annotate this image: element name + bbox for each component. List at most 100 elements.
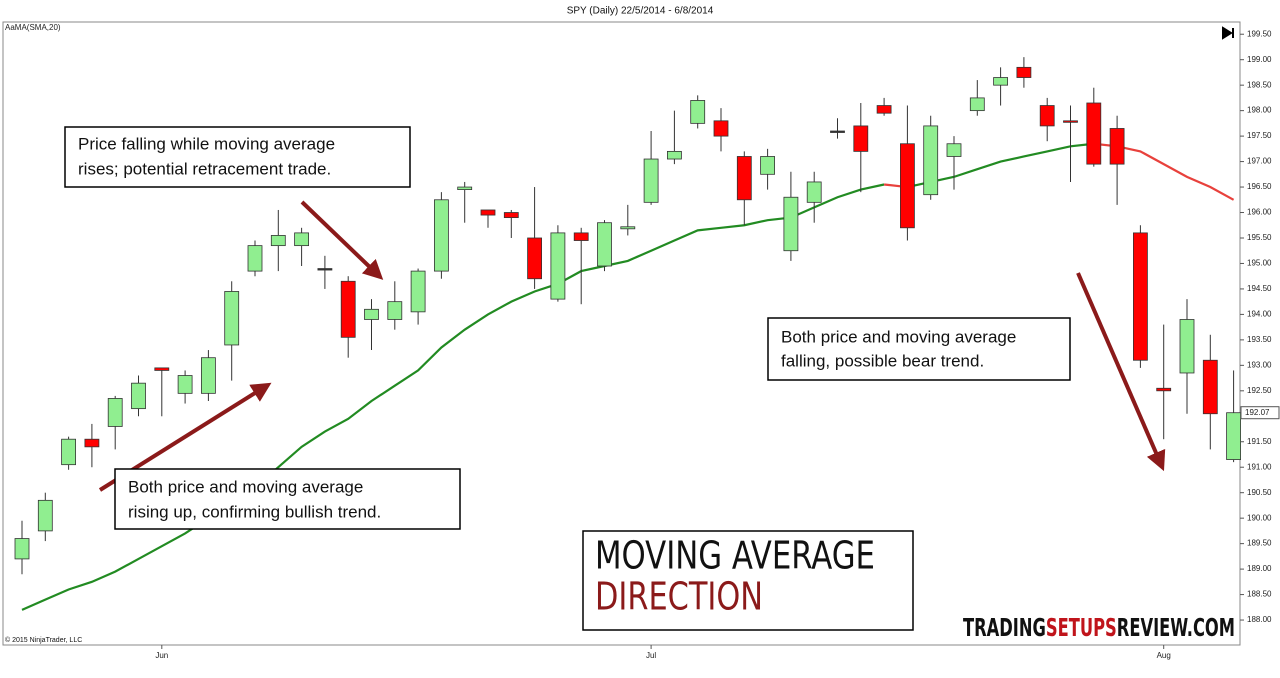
candle-body — [84, 438, 100, 448]
annotation-box — [767, 317, 1071, 381]
candle-body — [410, 270, 426, 313]
candle-body — [760, 156, 775, 175]
candle-body — [1202, 359, 1218, 415]
candle-body — [37, 499, 53, 532]
candle-body — [969, 97, 985, 112]
arrow — [300, 200, 384, 280]
y-tick-label: 198.50 — [1247, 80, 1272, 89]
x-tick-label: Jun — [155, 651, 168, 660]
candle-body — [433, 199, 449, 272]
candle-body — [1156, 387, 1172, 392]
candle-body — [993, 77, 1008, 86]
x-tick-label: Jul — [646, 651, 656, 660]
candle-body — [14, 538, 30, 560]
annotation-text: Both price and moving average — [128, 477, 363, 496]
candle-body — [620, 226, 636, 230]
candle-body — [573, 232, 589, 241]
candle-body — [550, 232, 566, 300]
candle-body — [480, 209, 496, 216]
annotation-text: rises; potential retracement trade. — [78, 159, 331, 178]
logo: TRADINGSETUPSREVIEW.COM — [963, 613, 1235, 642]
y-tick-label: 194.00 — [1247, 310, 1272, 319]
y-tick-label: 193.50 — [1247, 335, 1272, 344]
candle-body — [667, 150, 682, 160]
y-tick-label: 199.00 — [1247, 55, 1272, 64]
annotation-box — [114, 468, 461, 530]
chart-title: SPY (Daily) 22/5/2014 - 6/8/2014 — [567, 6, 714, 17]
candle-body — [900, 143, 915, 229]
y-tick-label: 198.00 — [1247, 106, 1272, 115]
candle-body — [1039, 105, 1055, 127]
headline: MOVING AVERAGE — [595, 534, 875, 578]
headline: DIRECTION — [595, 575, 763, 619]
moving-average — [907, 142, 1094, 189]
plot: 188.00 188.50 189.00 189.50 190.00 190.50 191.… — [14, 29, 1280, 660]
candle-body — [876, 105, 892, 114]
candle-body — [1109, 128, 1125, 165]
candle-body — [177, 375, 193, 394]
candle-body — [364, 308, 379, 320]
last-price-label: 192.07 — [1245, 408, 1270, 417]
candle-body — [131, 382, 146, 410]
candle-body — [107, 398, 123, 427]
candle-body — [690, 100, 706, 124]
candle-body — [1063, 120, 1078, 123]
y-tick-label: 194.50 — [1247, 284, 1272, 293]
candle-body — [597, 222, 612, 267]
annotation-text: rising up, confirming bullish trend. — [128, 502, 381, 521]
candle-body — [503, 212, 519, 219]
y-tick-label: 190.50 — [1247, 488, 1272, 497]
candle-body — [154, 367, 170, 371]
candle-body — [806, 181, 822, 203]
candle-body — [200, 357, 216, 394]
candle-body — [923, 125, 939, 196]
y-tick-label: 189.50 — [1247, 539, 1272, 548]
candle-body — [736, 156, 752, 201]
candle-body — [224, 291, 240, 346]
y-tick-label: 196.50 — [1247, 182, 1272, 191]
annotation-text: falling, possible bear trend. — [781, 351, 984, 370]
y-tick-label: 195.00 — [1247, 259, 1272, 268]
y-tick-label: 191.00 — [1247, 462, 1272, 471]
moving-average — [21, 183, 885, 611]
plot-frame — [2, 21, 1241, 646]
y-tick-label: 190.00 — [1247, 513, 1272, 522]
annotation-text: Both price and moving average — [781, 327, 1016, 346]
candle-body — [457, 186, 473, 190]
y-tick-label: 197.50 — [1247, 131, 1272, 140]
logo-part: REVIEW.COM — [1117, 613, 1235, 642]
y-tick-label: 188.00 — [1247, 615, 1272, 624]
annotation-text: Price falling while moving average — [78, 134, 335, 153]
candle-body — [946, 143, 962, 157]
candle-body — [1226, 412, 1241, 460]
y-tick-label: 199.50 — [1247, 29, 1272, 38]
copyright: © 2015 NinjaTrader, LLC — [5, 636, 82, 644]
candle-body — [317, 268, 333, 271]
y-tick-label: 193.00 — [1247, 360, 1272, 369]
candle-body — [340, 280, 356, 338]
annotation-box — [64, 126, 411, 188]
y-tick-label: 191.50 — [1247, 437, 1272, 446]
candle-body — [853, 125, 869, 152]
logo-part: SETUPS — [1046, 613, 1117, 642]
candle-body — [1086, 102, 1102, 165]
candle-body — [1133, 232, 1148, 361]
scroll-end-icon[interactable] — [1222, 26, 1234, 40]
arrow — [1076, 272, 1166, 472]
y-tick-label: 196.00 — [1247, 208, 1272, 217]
candle-body — [527, 237, 542, 280]
y-tick-label: 188.50 — [1247, 590, 1272, 599]
candle-body — [61, 438, 76, 466]
y-tick-label: 197.00 — [1247, 157, 1272, 166]
candle-body — [270, 235, 286, 247]
x-tick-label: Aug — [1157, 651, 1171, 660]
candle-body — [830, 130, 845, 133]
y-tick-label: 195.50 — [1247, 233, 1272, 242]
headline-box — [582, 530, 914, 631]
candle-body — [783, 196, 799, 252]
candle-body — [247, 245, 263, 272]
y-tick-label: 189.00 — [1247, 564, 1272, 573]
candle-body — [387, 301, 403, 320]
candle-body — [1179, 319, 1195, 374]
